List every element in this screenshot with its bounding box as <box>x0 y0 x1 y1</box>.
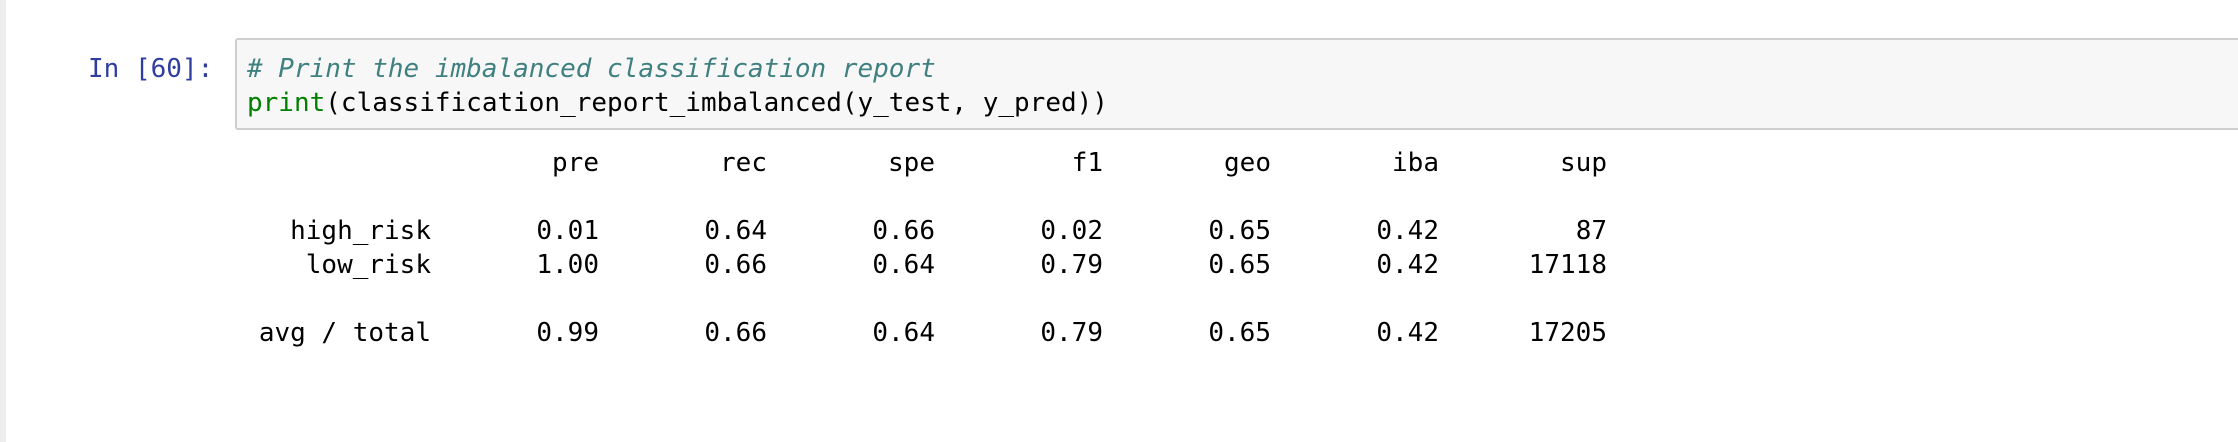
print-keyword: print <box>247 88 326 118</box>
value-geo: 0.65 <box>1208 216 1271 246</box>
value-f1: 0.02 <box>1040 216 1103 246</box>
row-label: avg / total <box>258 318 431 348</box>
value-geo: 0.65 <box>1208 250 1271 280</box>
notebook-left-border <box>0 0 6 442</box>
value-sup: 17118 <box>1528 250 1607 280</box>
value-pre: 0.99 <box>536 318 599 348</box>
code-editor[interactable]: # Print the imbalanced classification re… <box>235 38 2238 130</box>
header-rec: rec <box>720 148 767 178</box>
header-f1: f1 <box>1071 148 1103 178</box>
header-pre: pre <box>552 148 599 178</box>
code-line-comment[interactable]: # Print the imbalanced classification re… <box>247 52 936 86</box>
print-call-arguments: (classification_report_imbalanced(y_test… <box>325 88 1108 118</box>
classification-report-table: pre rec spe f1 geo iba sup high_risk 0.0… <box>245 146 1607 350</box>
header-iba: iba <box>1392 148 1439 178</box>
blank-row <box>245 180 1607 214</box>
value-geo: 0.65 <box>1208 318 1271 348</box>
header-sup: sup <box>1560 148 1607 178</box>
value-sup: 17205 <box>1528 318 1607 348</box>
row-label: high_risk <box>290 216 431 246</box>
header-geo: geo <box>1224 148 1271 178</box>
value-iba: 0.42 <box>1376 216 1439 246</box>
code-comment: # Print the imbalanced classification re… <box>247 54 936 84</box>
value-iba: 0.42 <box>1376 250 1439 280</box>
blank-row <box>245 282 1607 316</box>
value-iba: 0.42 <box>1376 318 1439 348</box>
value-f1: 0.79 <box>1040 250 1103 280</box>
header-spe: spe <box>888 148 935 178</box>
value-spe: 0.64 <box>872 250 935 280</box>
code-line-print[interactable]: print(classification_report_imbalanced(y… <box>247 86 1108 120</box>
cell-output: pre rec spe f1 geo iba sup high_risk 0.0… <box>245 146 1645 366</box>
value-pre: 0.01 <box>536 216 599 246</box>
value-rec: 0.64 <box>704 216 767 246</box>
value-rec: 0.66 <box>704 250 767 280</box>
header-label-cell <box>245 146 431 180</box>
value-pre: 1.00 <box>536 250 599 280</box>
value-sup: 87 <box>1575 216 1607 246</box>
input-prompt: In [60]: <box>88 54 214 84</box>
report-header-row: pre rec spe f1 geo iba sup <box>245 146 1607 180</box>
value-spe: 0.66 <box>872 216 935 246</box>
value-spe: 0.64 <box>872 318 935 348</box>
value-rec: 0.66 <box>704 318 767 348</box>
row-label: low_risk <box>305 250 431 280</box>
value-f1: 0.79 <box>1040 318 1103 348</box>
report-row-low-risk: low_risk 1.00 0.66 0.64 0.79 0.65 0.42 1… <box>245 248 1607 282</box>
report-row-high-risk: high_risk 0.01 0.64 0.66 0.02 0.65 0.42 … <box>245 214 1607 248</box>
report-row-avg-total: avg / total 0.99 0.66 0.64 0.79 0.65 0.4… <box>245 316 1607 350</box>
